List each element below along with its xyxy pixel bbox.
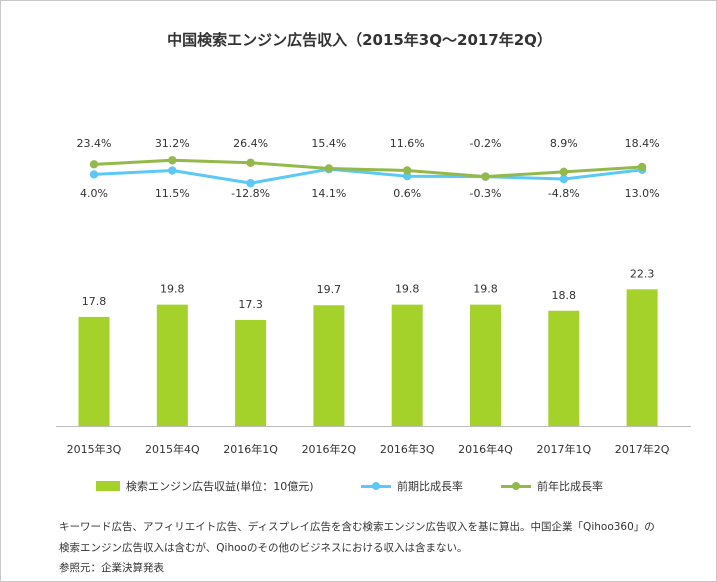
legend-bar-swatch (96, 481, 120, 491)
bar-value-label-3: 19.7 (317, 283, 342, 296)
yoy-label-7: 18.4% (625, 137, 660, 150)
chart-title: 中国検索エンジン広告収入（2015年3Q～2017年2Q） (167, 31, 552, 49)
qoq-label-6: -4.8% (548, 187, 580, 200)
qoq-point-0 (89, 170, 99, 179)
source-note: 参照元：企業決算発表 (59, 562, 164, 574)
qoq-point-6 (559, 174, 568, 184)
yoy-label-1: 31.2% (155, 137, 190, 150)
x-tick-label-1: 2015年4Q (145, 442, 200, 456)
x-tick-labels: 2015年3Q 2015年4Q 2016年1Q 2016年2Q 2016年3Q 2016年… (67, 442, 670, 456)
legend-label-qoq: 前期比成長率 (397, 480, 463, 493)
growth-rate-labels: 4.0% 11.5% -12.8% 14.1% 0.6% -0.3% -4.8% 13.0% 2… (77, 137, 660, 200)
bar-value-label-6: 18.8 (552, 289, 577, 302)
legend-label-revenue: 検索エンジン広告収益(単位：10億元) (126, 480, 314, 493)
x-tick-label-6: 2017年1Q (536, 442, 591, 456)
legend-item-yoy: 前年比成長率 (501, 478, 603, 494)
qoq-label-3: 14.1% (311, 187, 346, 200)
qoq-label-7: 13.0% (625, 187, 660, 200)
legend-yoy-swatch (501, 481, 531, 491)
x-tick-label-5: 2016年4Q (458, 442, 513, 456)
qoq-label-4: 0.6% (393, 187, 421, 200)
bar-value-label-5: 19.8 (473, 283, 498, 296)
bar-value-label-2: 17.3 (238, 298, 263, 311)
bar-value-label-4: 19.8 (395, 283, 420, 296)
bar-series (78, 289, 658, 426)
yoy-label-4: 11.6% (390, 137, 425, 150)
yoy-point-2 (246, 158, 255, 167)
yoy-point-3 (324, 164, 334, 173)
bar-value-label-1: 19.8 (160, 283, 185, 296)
x-tick-label-7: 2017年2Q (615, 442, 670, 456)
qoq-label-5: -0.3% (470, 187, 502, 200)
bar-7 (626, 289, 658, 426)
bar-5 (470, 304, 501, 426)
bar-2 (235, 319, 267, 426)
x-tick-label-3: 2016年2Q (302, 442, 357, 456)
legend-label-yoy: 前年比成長率 (537, 480, 603, 493)
yoy-point-1 (168, 156, 177, 165)
yoy-label-3: 15.4% (311, 137, 346, 150)
yoy-line (93, 158, 643, 179)
bar-6 (548, 310, 580, 426)
footnote-line-2: 検索エンジン広告収入は含むが、Qihooのその他のビジネスにおける収入は含まない… (59, 542, 468, 554)
bar-value-label-7: 22.3 (630, 267, 655, 280)
yoy-label-0: 23.4% (77, 137, 112, 150)
qoq-label-0: 4.0% (80, 187, 108, 200)
bar-value-label-0: 17.8 (82, 295, 107, 308)
qoq-label-2: -12.8% (231, 187, 270, 200)
x-tick-label-2: 2016年1Q (223, 442, 278, 456)
bar-1 (156, 304, 188, 426)
footnote-line-1: キーワード広告、アフィリエイト広告、ディスプレイ広告を含む検索エンジン広告収入を… (59, 521, 655, 533)
legend-item-qoq: 前期比成長率 (361, 478, 463, 494)
yoy-label-5: -0.2% (470, 137, 502, 150)
yoy-point-4 (403, 166, 412, 175)
qoq-line (93, 167, 643, 185)
x-tick-label-0: 2015年3Q (67, 442, 122, 456)
bar-4 (391, 304, 423, 426)
bar-3 (313, 305, 345, 426)
legend-item-revenue: 検索エンジン広告収益(単位：10億元) (96, 478, 314, 494)
bar-value-labels: 17.8 19.8 17.3 19.7 19.8 19.8 18.8 22.3 (82, 267, 655, 311)
x-tick-label-4: 2016年3Q (380, 442, 435, 456)
legend-qoq-swatch (361, 481, 391, 491)
yoy-point-7 (637, 162, 647, 172)
yoy-point-6 (559, 167, 568, 177)
growth-lines (89, 156, 647, 188)
yoy-point-0 (89, 160, 99, 169)
yoy-label-2: 26.4% (233, 137, 268, 150)
yoy-label-6: 8.9% (550, 137, 578, 150)
yoy-point-5 (481, 172, 490, 181)
qoq-point-2 (246, 178, 255, 188)
qoq-point-1 (168, 166, 177, 175)
bar-0 (78, 316, 110, 426)
qoq-label-1: 11.5% (155, 187, 190, 200)
